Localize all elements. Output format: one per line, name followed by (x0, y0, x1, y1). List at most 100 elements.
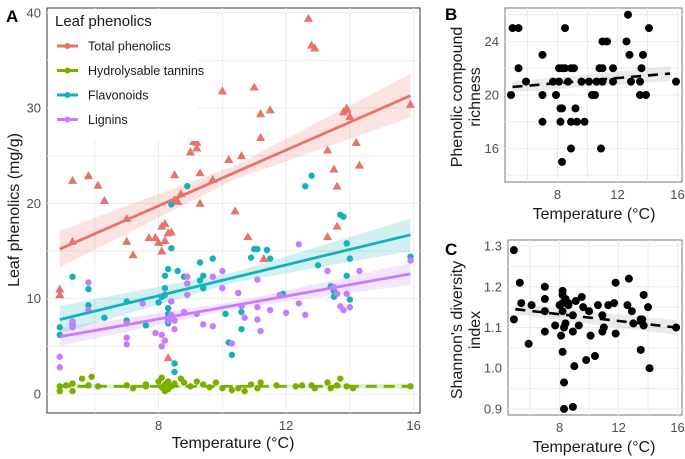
fit-line-total-phenolics (59, 94, 411, 251)
data-point-flavonoids (254, 245, 261, 253)
data-point-lignins (139, 300, 146, 307)
data-point-lignins (241, 314, 248, 321)
data-point-flavonoids (168, 201, 175, 208)
panel-c-data-point (517, 299, 526, 308)
panel-c-data-point (561, 319, 570, 328)
data-point-total-phenolics (259, 254, 269, 263)
panel-a-y-tick-label: 10 (27, 291, 41, 306)
panel-b-data-point (591, 91, 599, 99)
panel-c-fit-line (515, 307, 677, 329)
data-point-flavonoids (184, 183, 191, 190)
panel-b-data-point (567, 144, 575, 153)
data-point-lignins (254, 276, 261, 283)
panel-c-data-point (551, 321, 560, 330)
data-point-flavonoids (228, 351, 236, 359)
data-point-lignins (346, 304, 354, 311)
panel-b-data-point (561, 24, 569, 33)
panel-a-y-tick-label: 20 (27, 196, 41, 211)
data-point-hydrolysable-tannins (343, 383, 350, 390)
data-point-lignins (209, 273, 216, 280)
panel-b: 8 12 16 16 20 24 B Temperature (°C) Phenolic … (445, 5, 685, 223)
data-point-total-phenolics (185, 147, 196, 156)
panel-a-y-axis-title: Leaf phenolics (mg/g) (6, 133, 23, 287)
panel-a-y-tick-label: 0 (34, 386, 41, 401)
data-point-total-phenolics (192, 143, 202, 152)
panel-a-y-tick-label: 30 (27, 101, 41, 116)
panel-c-x-tick-label: 16 (670, 420, 684, 435)
panel-b-data-point (570, 64, 578, 73)
data-point-flavonoids (164, 265, 172, 273)
legend-key-dot (64, 67, 71, 74)
legend: Leaf phenolics Total phenolics Hydrolysab… (48, 9, 204, 141)
legend-key-dot (64, 92, 71, 98)
data-point-hydrolysable-tannins (69, 387, 76, 395)
data-point-lignins (257, 327, 264, 335)
data-point-lignins (324, 267, 331, 275)
data-point-flavonoids (238, 308, 245, 316)
fit-band-total-phenolics (59, 73, 411, 268)
data-point-total-phenolics (354, 160, 365, 169)
data-point-total-phenolics (230, 206, 240, 215)
data-point-flavonoids (196, 259, 204, 266)
data-point-total-phenolics (310, 43, 320, 52)
panel-b-x-tick-label: 16 (670, 187, 684, 202)
panel-c-data-point (611, 329, 620, 338)
panel-c-data-point (645, 364, 654, 373)
data-point-lignins (219, 284, 226, 292)
panel-b-data-point (567, 117, 575, 126)
data-point-lignins (69, 324, 76, 331)
panel-b-data-point (625, 50, 634, 59)
panel-c-data-point (582, 356, 591, 365)
panel-a-x-tick-label: 12 (279, 418, 293, 433)
panel-a-x-axis-title: Temperature (°C) (172, 435, 295, 452)
data-point-lignins (340, 306, 347, 314)
data-point-hydrolysable-tannins (337, 375, 344, 382)
panel-c-data-point (644, 303, 653, 312)
panel-b-data-point (637, 64, 646, 73)
panel-b-x-tick-label: 8 (554, 187, 561, 202)
panel-b-data-point (514, 64, 523, 73)
panel-b-y-axis-title-line1: Phenolic compound (449, 27, 466, 168)
panel-c-data-point (574, 321, 583, 330)
data-point-hydrolysable-tannins (164, 378, 172, 385)
data-point-flavonoids (164, 304, 172, 312)
data-point-flavonoids (302, 183, 309, 190)
panel-b-label: B (445, 5, 457, 24)
panel-c-x-tick-label: 12 (611, 420, 625, 435)
panel-b-data-point (508, 24, 517, 33)
data-point-flavonoids (85, 302, 92, 309)
data-point-total-phenolics (195, 168, 205, 177)
data-point-total-phenolics (163, 353, 173, 362)
data-point-hydrolysable-tannins (142, 381, 150, 388)
data-point-total-phenolics (303, 13, 314, 22)
data-point-hydrolysable-tannins (69, 380, 76, 387)
data-point-lignins (356, 267, 363, 275)
data-point-flavonoids (85, 285, 92, 293)
panel-c-data-point (568, 402, 577, 411)
panel-b-data-point (538, 117, 547, 126)
panel-c-data-point (591, 351, 599, 360)
panel-c-data-point (564, 301, 573, 310)
data-point-total-phenolics (169, 170, 180, 179)
data-point-lignins (69, 318, 76, 325)
panel-b-data-point (598, 64, 607, 73)
data-point-total-phenolics (332, 181, 342, 190)
data-point-hydrolysable-tannins (212, 379, 220, 386)
data-point-total-phenolics (166, 227, 176, 236)
data-point-total-phenolics (122, 236, 132, 245)
panel-c-data-point (639, 290, 648, 299)
data-point-lignins (184, 273, 191, 280)
data-point-flavonoids (196, 277, 204, 284)
data-point-flavonoids (343, 240, 350, 247)
panel-b-data-point (507, 91, 515, 99)
panel-c-data-point (627, 307, 636, 316)
panel-c-data-point (540, 295, 549, 304)
data-point-lignins (343, 290, 350, 298)
data-point-flavonoids (346, 255, 354, 262)
data-point-total-phenolics (255, 133, 266, 142)
data-point-total-phenolics (150, 233, 160, 242)
panel-c-data-point (557, 331, 566, 340)
panel-c-label: C (445, 240, 457, 259)
data-point-total-phenolics (329, 164, 339, 173)
panel-b-data-point (538, 50, 547, 59)
